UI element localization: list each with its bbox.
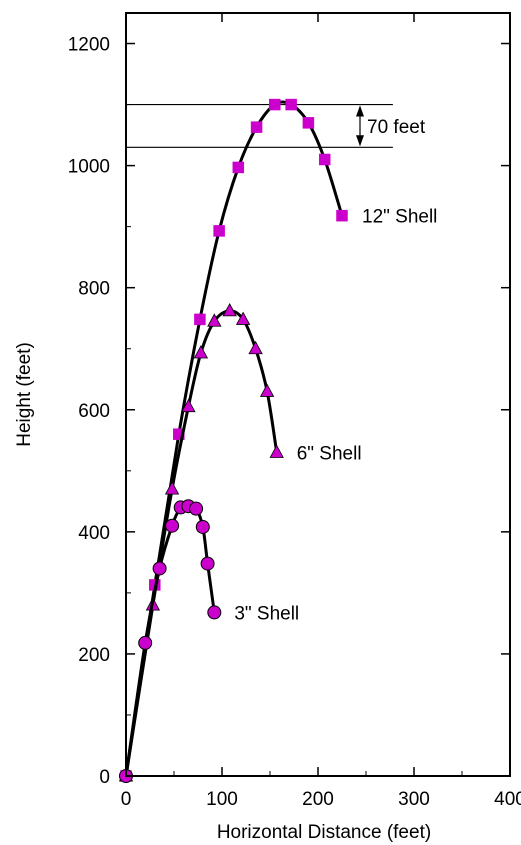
- data-point-triangle: [248, 340, 263, 355]
- series-triangle: [118, 303, 284, 782]
- y-tick-label: 1200: [68, 35, 110, 56]
- data-point-triangle: [222, 303, 237, 317]
- series-line: [124, 100, 344, 777]
- data-point-square: [173, 428, 185, 440]
- series-layer: [118, 98, 348, 783]
- data-point-triangle: [181, 398, 196, 413]
- data-point-square: [250, 121, 263, 133]
- y-tick-label: 400: [78, 523, 110, 544]
- series-line: [124, 309, 279, 777]
- data-point-triangle: [164, 481, 180, 495]
- series-circle: [119, 499, 222, 783]
- labels: 0 100 200 300 400 0 200 400 600 800 1000 1200 Horizo…: [14, 35, 521, 843]
- series-label: 6" Shell: [297, 443, 362, 464]
- series-label: 3" Shell: [234, 603, 299, 624]
- plot-lines: [126, 103, 393, 148]
- data-point-circle: [200, 556, 215, 571]
- dimension-arrow-head-up: [356, 105, 364, 117]
- y-tick-label: 800: [78, 279, 110, 300]
- y-tick-label: 200: [78, 645, 110, 666]
- data-point-circle: [165, 518, 180, 533]
- data-point-triangle: [235, 311, 251, 325]
- x-axis-title: Horizontal Distance (feet): [217, 822, 431, 843]
- data-point-square: [318, 153, 331, 166]
- data-point-triangle: [269, 444, 284, 458]
- x-tick-label: 200: [302, 789, 334, 810]
- data-point-square: [302, 117, 315, 129]
- x-tick-label: 0: [121, 789, 132, 810]
- data-point-square: [232, 161, 245, 174]
- data-point-square: [194, 313, 206, 326]
- y-tick-label: 0: [99, 767, 110, 788]
- y-tick-label: 1000: [68, 157, 110, 178]
- data-point-square: [336, 209, 348, 222]
- data-point-triangle: [193, 345, 209, 359]
- data-point-circle: [195, 519, 210, 534]
- axes: [125, 12, 511, 777]
- data-point-triangle: [259, 383, 275, 397]
- data-point-square: [269, 98, 281, 111]
- data-point-circle: [138, 635, 153, 650]
- plot-frame: [125, 12, 511, 777]
- series-square: [120, 98, 348, 782]
- dimension-label: 70 feet: [367, 117, 426, 138]
- data-point-triangle: [207, 313, 222, 327]
- data-point-square: [213, 225, 225, 237]
- y-tick-label: 600: [78, 401, 110, 422]
- dimension-arrow-head-down: [356, 135, 364, 147]
- data-point-circle: [207, 605, 222, 620]
- data-point-square: [285, 98, 297, 111]
- data-point-circle: [152, 561, 167, 576]
- series-label: 12" Shell: [362, 207, 437, 228]
- data-point-circle: [189, 501, 204, 516]
- x-tick-label: 300: [398, 789, 430, 810]
- y-axis-title: Height (feet): [14, 342, 35, 447]
- x-tick-label: 100: [206, 789, 238, 810]
- x-tick-label: 400: [494, 789, 521, 810]
